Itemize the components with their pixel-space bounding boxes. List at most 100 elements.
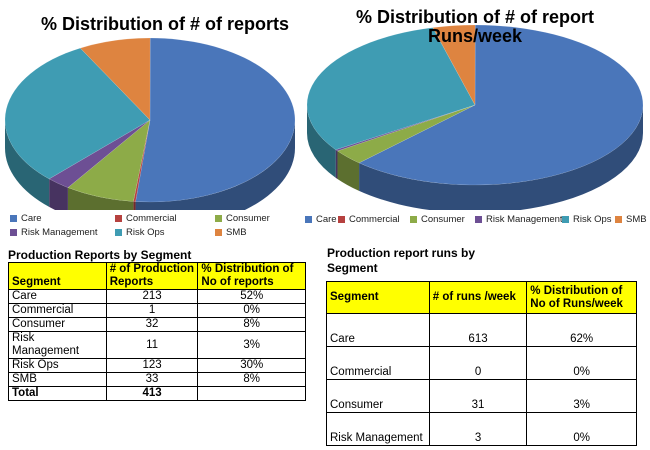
pie-side-care: [135, 120, 295, 230]
legend-swatch-risk-ops: [115, 229, 122, 236]
legend-label-risk-management: Risk Management: [21, 227, 98, 238]
legend-label-consumer: Consumer: [421, 214, 465, 225]
cell-segment: Consumer: [8, 317, 107, 332]
cell-count: 1: [105, 303, 199, 318]
table-row: Consumer 31 3%: [326, 379, 637, 413]
pie-slice-commercial: [133, 119, 151, 202]
legend-label-smb: SMB: [226, 227, 247, 238]
header-segment: Segment: [8, 262, 107, 290]
legend-swatch-smb: [615, 216, 622, 223]
cell-percent: 3%: [197, 331, 306, 359]
legend-item-smb: SMB: [215, 227, 247, 238]
chart-title-reports: % Distribution of # of reports: [40, 14, 289, 34]
pie-side-consumer: [337, 150, 360, 191]
legend-swatch-consumer: [215, 215, 222, 222]
cell-segment: Care: [8, 289, 107, 304]
legend-item-consumer: Consumer: [410, 214, 465, 225]
cell-count: 213: [105, 289, 199, 304]
cell-percent: 8%: [197, 317, 306, 332]
table-row: SMB 33 8%: [8, 372, 306, 387]
production-reports-table: Segment # of Production Reports % Distri…: [8, 262, 306, 401]
legend-swatch-risk-ops: [562, 216, 569, 223]
pie-side-risk-ops: [307, 105, 336, 178]
legend-label-care: Care: [316, 214, 337, 225]
legend-swatch-care: [10, 215, 17, 222]
cell-count: 11: [105, 331, 199, 359]
pie-slice-risk-ops: [306, 27, 476, 150]
cell-segment: Total: [8, 386, 107, 401]
cell-percent: 0%: [526, 346, 637, 380]
pie-slice-consumer: [67, 119, 151, 202]
legend-runs: Care Commercial Consumer Risk Management Ris…: [305, 214, 650, 228]
legend-swatch-smb: [215, 229, 222, 236]
pie-side-care: [359, 105, 643, 214]
legend-label-care: Care: [21, 213, 42, 224]
cell-count: 32: [105, 317, 199, 332]
table-row: Care 213 52%: [8, 289, 306, 304]
cell-count: 31: [428, 379, 528, 413]
legend-swatch-risk-management: [475, 216, 482, 223]
cell-percent: 0%: [197, 303, 306, 318]
table-row: Commercial 1 0%: [8, 303, 306, 318]
cell-segment: Risk Ops: [8, 358, 107, 373]
legend-item-smb: SMB: [615, 214, 647, 225]
legend-swatch-commercial: [338, 216, 345, 223]
pie-chart-runs-svg: [306, 24, 644, 214]
legend-item-consumer: Consumer: [215, 213, 270, 224]
table-row: Risk Ops 123 30%: [8, 358, 306, 373]
legend-label-commercial: Commercial: [349, 214, 400, 225]
pie-side-risk-management: [335, 149, 338, 179]
legend-item-risk-management: Risk Management: [10, 227, 98, 238]
legend-item-risk-management: Risk Management: [475, 214, 563, 225]
legend-label-smb: SMB: [626, 214, 647, 225]
table-header-row: Segment # of runs /week % Distribution o…: [326, 281, 637, 314]
cell-count: 3: [428, 412, 528, 446]
pie-chart-reports: % Distribution of # of reports: [0, 0, 315, 230]
legend-item-care: Care: [305, 214, 337, 225]
chart-title-runs: % Distribution of # of report Runs/week: [356, 7, 594, 46]
legend-swatch-commercial: [115, 215, 122, 222]
cell-percent: 62%: [526, 313, 637, 347]
header-runs-week: # of runs /week: [428, 281, 528, 314]
legend-swatch-care: [305, 216, 312, 223]
cell-percent: 3%: [526, 379, 637, 413]
pie-slice-smb: [79, 37, 151, 121]
cell-segment: Care: [326, 313, 430, 347]
production-reports-title: Production Reports by Segment: [8, 248, 192, 262]
pie-chart-runs: % Distribution of # of report Runs/week: [300, 0, 650, 214]
table-header-row: Segment # of Production Reports % Distri…: [8, 262, 306, 290]
pie-slice-risk-management: [335, 104, 476, 152]
header-production-reports: # of Production Reports: [105, 262, 199, 290]
header-segment: Segment: [326, 281, 430, 314]
table-row: Commercial 0 0%: [326, 346, 637, 380]
pie-chart-reports-svg: [4, 37, 296, 230]
pie-slice-care: [135, 37, 296, 203]
cell-count: 413: [105, 386, 199, 401]
cell-count: 613: [428, 313, 528, 347]
legend-label-risk-management: Risk Management: [486, 214, 563, 225]
header-distribution-runs: % Distribution of No of Runs/week: [526, 281, 637, 314]
cell-count: 33: [105, 372, 199, 387]
cell-percent: [197, 386, 306, 401]
cell-segment: Commercial: [326, 346, 430, 380]
table-row: Risk Management 3 0%: [326, 412, 637, 446]
legend-label-commercial: Commercial: [126, 213, 177, 224]
cell-percent: 8%: [197, 372, 306, 387]
legend-label-risk-ops: Risk Ops: [126, 227, 165, 238]
pie-side-risk-management: [49, 178, 68, 216]
header-distribution: % Distribution of No of reports: [197, 262, 306, 290]
legend-item-commercial: Commercial: [338, 214, 400, 225]
pie-slice-care: [358, 24, 644, 186]
legend-swatch-consumer: [410, 216, 417, 223]
legend-item-risk-ops: Risk Ops: [562, 214, 612, 225]
legend-reports: Care Commercial Consumer Risk Management Ris…: [10, 213, 310, 243]
pie-slice-risk-management: [48, 119, 151, 188]
legend-item-risk-ops: Risk Ops: [115, 227, 165, 238]
table-row: Consumer 32 8%: [8, 317, 306, 332]
pie-slice-risk-ops: [4, 47, 151, 180]
legend-swatch-risk-management: [10, 229, 17, 236]
cell-segment: Consumer: [326, 379, 430, 413]
legend-label-consumer: Consumer: [226, 213, 270, 224]
legend-label-risk-ops: Risk Ops: [573, 214, 612, 225]
cell-segment: Risk Management: [326, 412, 430, 446]
